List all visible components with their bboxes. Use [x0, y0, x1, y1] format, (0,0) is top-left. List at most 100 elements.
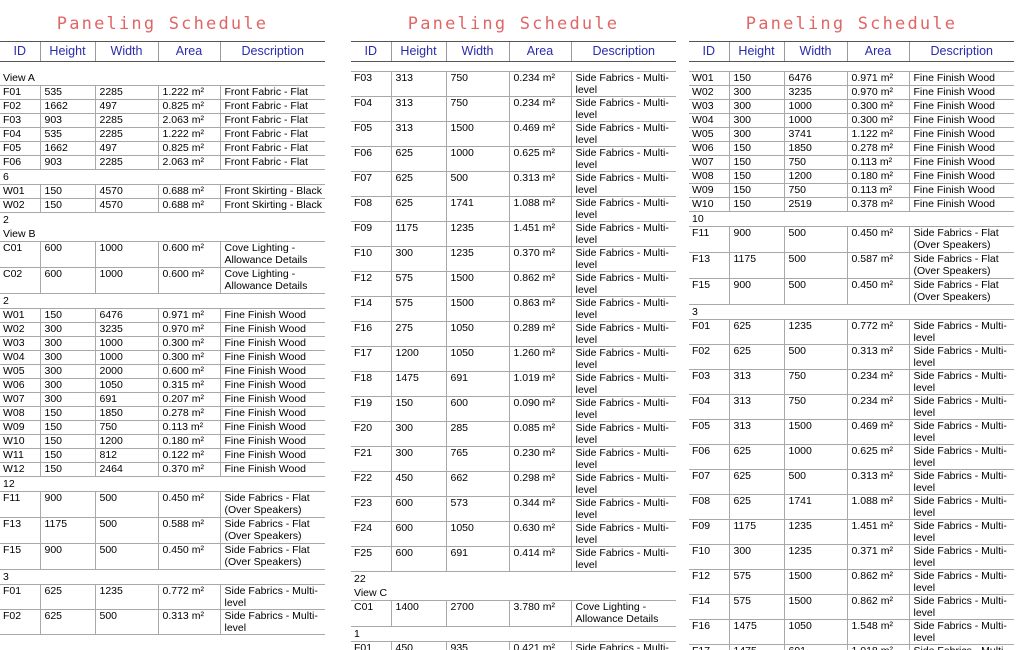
table-row[interactable]: F19 150 600 0.090 m² Side Fabrics - Multi-le… — [351, 396, 676, 422]
cell-area: 0.234 m² — [508, 96, 571, 122]
table-row[interactable]: W06 300 1050 0.315 m² Fine Finish Wood — [0, 378, 325, 393]
table-row[interactable]: F22 450 662 0.298 m² Side Fabrics - Multi-le… — [351, 471, 676, 497]
column-header-area[interactable]: Area — [157, 41, 220, 62]
table-row[interactable]: F04 313 750 0.234 m² Side Fabrics - Multi-le… — [351, 96, 676, 122]
table-row[interactable]: W03 300 1000 0.300 m² Fine Finish Wood — [689, 99, 1014, 114]
column-header-id[interactable]: ID — [0, 41, 40, 62]
cell-id: F14 — [689, 594, 729, 620]
table-row[interactable]: W07 150 750 0.113 m² Fine Finish Wood — [689, 155, 1014, 170]
table-row[interactable]: F08 625 1741 1.088 m² Side Fabrics - Multi-l… — [351, 196, 676, 222]
table-row[interactable]: F16 275 1050 0.289 m² Side Fabrics - Multi-l… — [351, 321, 676, 347]
table-row[interactable]: W02 150 4570 0.688 m² Front Skirting - Black — [0, 198, 325, 213]
table-row[interactable]: F10 300 1235 0.371 m² Side Fabrics - Multi-l… — [689, 544, 1014, 570]
table-row[interactable]: W12 150 2464 0.370 m² Fine Finish Wood — [0, 462, 325, 477]
cell-area: 1.548 m² — [846, 619, 909, 645]
table-row[interactable]: W01 150 6476 0.971 m² Fine Finish Wood — [689, 71, 1014, 86]
table-row[interactable]: W10 150 1200 0.180 m² Fine Finish Wood — [0, 434, 325, 449]
table-row[interactable]: F13 1175 500 0.588 m² Side Fabrics - Flat (O… — [0, 517, 325, 544]
cell-width: 1050 — [445, 346, 509, 372]
table-row[interactable]: F10 300 1235 0.370 m² Side Fabrics - Multi-l… — [351, 246, 676, 272]
table-row[interactable]: W02 300 3235 0.970 m² Fine Finish Wood — [0, 322, 325, 337]
table-row[interactable]: W04 300 1000 0.300 m² Fine Finish Wood — [0, 350, 325, 365]
table-row[interactable]: F03 903 2285 2.063 m² Front Fabric - Flat — [0, 113, 325, 128]
table-row[interactable]: W10 150 2519 0.378 m² Fine Finish Wood — [689, 197, 1014, 212]
table-row[interactable]: F23 600 573 0.344 m² Side Fabrics - Multi-le… — [351, 496, 676, 522]
table-row[interactable]: F13 1175 500 0.587 m² Side Fabrics - Flat (O… — [689, 252, 1014, 279]
table-row[interactable]: F01 625 1235 0.772 m² Side Fabrics - Multi-l… — [689, 319, 1014, 345]
table-row[interactable]: F03 313 750 0.234 m² Side Fabrics - Multi-le… — [689, 369, 1014, 395]
table-row[interactable]: F06 625 1000 0.625 m² Side Fabrics - Multi-l… — [689, 444, 1014, 470]
table-row[interactable]: F18 1475 691 1.019 m² Side Fabrics - Multi-l… — [351, 371, 676, 397]
table-row[interactable]: F16 1475 1050 1.548 m² Side Fabrics - Multi-… — [689, 619, 1014, 645]
table-row[interactable]: W05 300 2000 0.600 m² Fine Finish Wood — [0, 364, 325, 379]
column-header-description[interactable]: Description — [570, 41, 676, 62]
table-row[interactable]: F02 625 500 0.313 m² Side Fabrics - Multi-le… — [0, 609, 325, 635]
table-row[interactable]: W06 150 1850 0.278 m² Fine Finish Wood — [689, 141, 1014, 156]
table-row[interactable]: W01 150 6476 0.971 m² Fine Finish Wood — [0, 308, 325, 323]
table-row[interactable]: F14 575 1500 0.863 m² Side Fabrics - Multi-l… — [351, 296, 676, 322]
column-header-width[interactable]: Width — [445, 41, 509, 62]
column-header-area[interactable]: Area — [846, 41, 909, 62]
table-row[interactable]: W11 150 812 0.122 m² Fine Finish Wood — [0, 448, 325, 463]
table-row[interactable]: W09 150 750 0.113 m² Fine Finish Wood — [689, 183, 1014, 198]
table-row[interactable]: F09 1175 1235 1.451 m² Side Fabrics - Multi-… — [351, 221, 676, 247]
table-row[interactable]: F08 625 1741 1.088 m² Side Fabrics - Multi-l… — [689, 494, 1014, 520]
cell-description: Front Fabric - Flat — [219, 141, 325, 156]
table-row[interactable]: F06 903 2285 2.063 m² Front Fabric - Flat — [0, 155, 325, 170]
table-row[interactable]: W08 150 1850 0.278 m² Fine Finish Wood — [0, 406, 325, 421]
column-header-height[interactable]: Height — [728, 41, 784, 62]
table-row[interactable]: F17 1200 1050 1.260 m² Side Fabrics - Multi-… — [351, 346, 676, 372]
column-header-height[interactable]: Height — [39, 41, 95, 62]
table-row[interactable]: F02 625 500 0.313 m² Side Fabrics - Multi-le… — [689, 344, 1014, 370]
table-row[interactable]: F15 900 500 0.450 m² Side Fabrics - Flat (Ov… — [689, 278, 1014, 305]
table-row[interactable]: F05 313 1500 0.469 m² Side Fabrics - Multi-l… — [351, 121, 676, 147]
table-row[interactable]: F25 600 691 0.414 m² Side Fabrics - Multi-le… — [351, 546, 676, 572]
table-row[interactable]: F01 535 2285 1.222 m² Front Fabric - Flat — [0, 85, 325, 100]
column-header-description[interactable]: Description — [908, 41, 1014, 62]
table-row[interactable]: F04 313 750 0.234 m² Side Fabrics - Multi-le… — [689, 394, 1014, 420]
table-row[interactable]: W04 300 1000 0.300 m² Fine Finish Wood — [689, 113, 1014, 128]
table-row[interactable]: F05 313 1500 0.469 m² Side Fabrics - Multi-l… — [689, 419, 1014, 445]
column-header-width[interactable]: Width — [94, 41, 158, 62]
table-row[interactable]: F11 900 500 0.450 m² Side Fabrics - Flat (Ov… — [0, 491, 325, 518]
table-row[interactable]: F02 1662 497 0.825 m² Front Fabric - Flat — [0, 99, 325, 114]
table-row[interactable]: C01 600 1000 0.600 m² Cove Lighting - Allowa… — [0, 241, 325, 268]
cell-height: 300 — [39, 392, 95, 407]
table-row[interactable]: F07 625 500 0.313 m² Side Fabrics - Multi-le… — [689, 469, 1014, 495]
table-row[interactable]: F21 300 765 0.230 m² Side Fabrics - Multi-le… — [351, 446, 676, 472]
table-row[interactable]: F24 600 1050 0.630 m² Side Fabrics - Multi-l… — [351, 521, 676, 547]
table-row[interactable]: W03 300 1000 0.300 m² Fine Finish Wood — [0, 336, 325, 351]
table-row[interactable]: F11 900 500 0.450 m² Side Fabrics - Flat (Ov… — [689, 226, 1014, 253]
table-row[interactable]: W08 150 1200 0.180 m² Fine Finish Wood — [689, 169, 1014, 184]
table-row[interactable]: F07 625 500 0.313 m² Side Fabrics - Multi-le… — [351, 171, 676, 197]
table-row[interactable]: F01 625 1235 0.772 m² Side Fabrics - Multi-l… — [0, 584, 325, 610]
column-header-area[interactable]: Area — [508, 41, 571, 62]
table-row[interactable]: F09 1175 1235 1.451 m² Side Fabrics - Multi-… — [689, 519, 1014, 545]
table-row[interactable]: F05 1662 497 0.825 m² Front Fabric - Flat — [0, 141, 325, 156]
table-row[interactable]: C02 600 1000 0.600 m² Cove Lighting - Allowa… — [0, 267, 325, 294]
table-row[interactable]: F06 625 1000 0.625 m² Side Fabrics - Multi-l… — [351, 146, 676, 172]
table-row[interactable]: F03 313 750 0.234 m² Side Fabrics - Multi-le… — [351, 71, 676, 97]
schedule-table: ID Height Width Area Description F03 313 7… — [351, 41, 676, 650]
table-row[interactable]: F12 575 1500 0.862 m² Side Fabrics - Multi-l… — [689, 569, 1014, 595]
column-header-id[interactable]: ID — [689, 41, 729, 62]
table-row[interactable]: F15 900 500 0.450 m² Side Fabrics - Flat (Ov… — [0, 543, 325, 570]
cell-width: 2285 — [94, 85, 158, 100]
table-row[interactable]: W09 150 750 0.113 m² Fine Finish Wood — [0, 420, 325, 435]
column-header-width[interactable]: Width — [783, 41, 847, 62]
table-row[interactable]: F04 535 2285 1.222 m² Front Fabric - Flat — [0, 127, 325, 142]
table-row[interactable]: F14 575 1500 0.862 m² Side Fabrics - Multi-l… — [689, 594, 1014, 620]
cell-width: 1235 — [783, 519, 847, 545]
table-row[interactable]: W01 150 4570 0.688 m² Front Skirting - Black — [0, 184, 325, 199]
table-row[interactable]: W07 300 691 0.207 m² Fine Finish Wood — [0, 392, 325, 407]
column-header-id[interactable]: ID — [351, 41, 391, 62]
table-row[interactable]: W02 300 3235 0.970 m² Fine Finish Wood — [689, 85, 1014, 100]
table-row[interactable]: C01 1400 2700 3.780 m² Cove Lighting - Allow… — [351, 600, 676, 627]
table-row[interactable]: W05 300 3741 1.122 m² Fine Finish Wood — [689, 127, 1014, 142]
column-header-height[interactable]: Height — [390, 41, 446, 62]
table-row[interactable]: F12 575 1500 0.862 m² Side Fabrics - Multi-l… — [351, 271, 676, 297]
table-row[interactable]: F20 300 285 0.085 m² Side Fabrics - Multi-le… — [351, 421, 676, 447]
column-header-description[interactable]: Description — [219, 41, 325, 62]
